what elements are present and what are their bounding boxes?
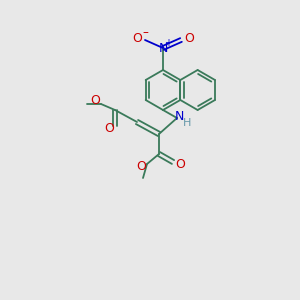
Text: O: O <box>175 158 185 172</box>
Text: H: H <box>183 118 191 128</box>
Text: +: + <box>164 38 172 47</box>
Text: O: O <box>136 160 146 173</box>
Text: –: – <box>142 26 148 40</box>
Text: N: N <box>158 41 168 55</box>
Text: N: N <box>174 110 184 124</box>
Text: O: O <box>184 32 194 46</box>
Text: O: O <box>90 94 100 106</box>
Text: O: O <box>104 122 114 136</box>
Text: O: O <box>132 32 142 46</box>
